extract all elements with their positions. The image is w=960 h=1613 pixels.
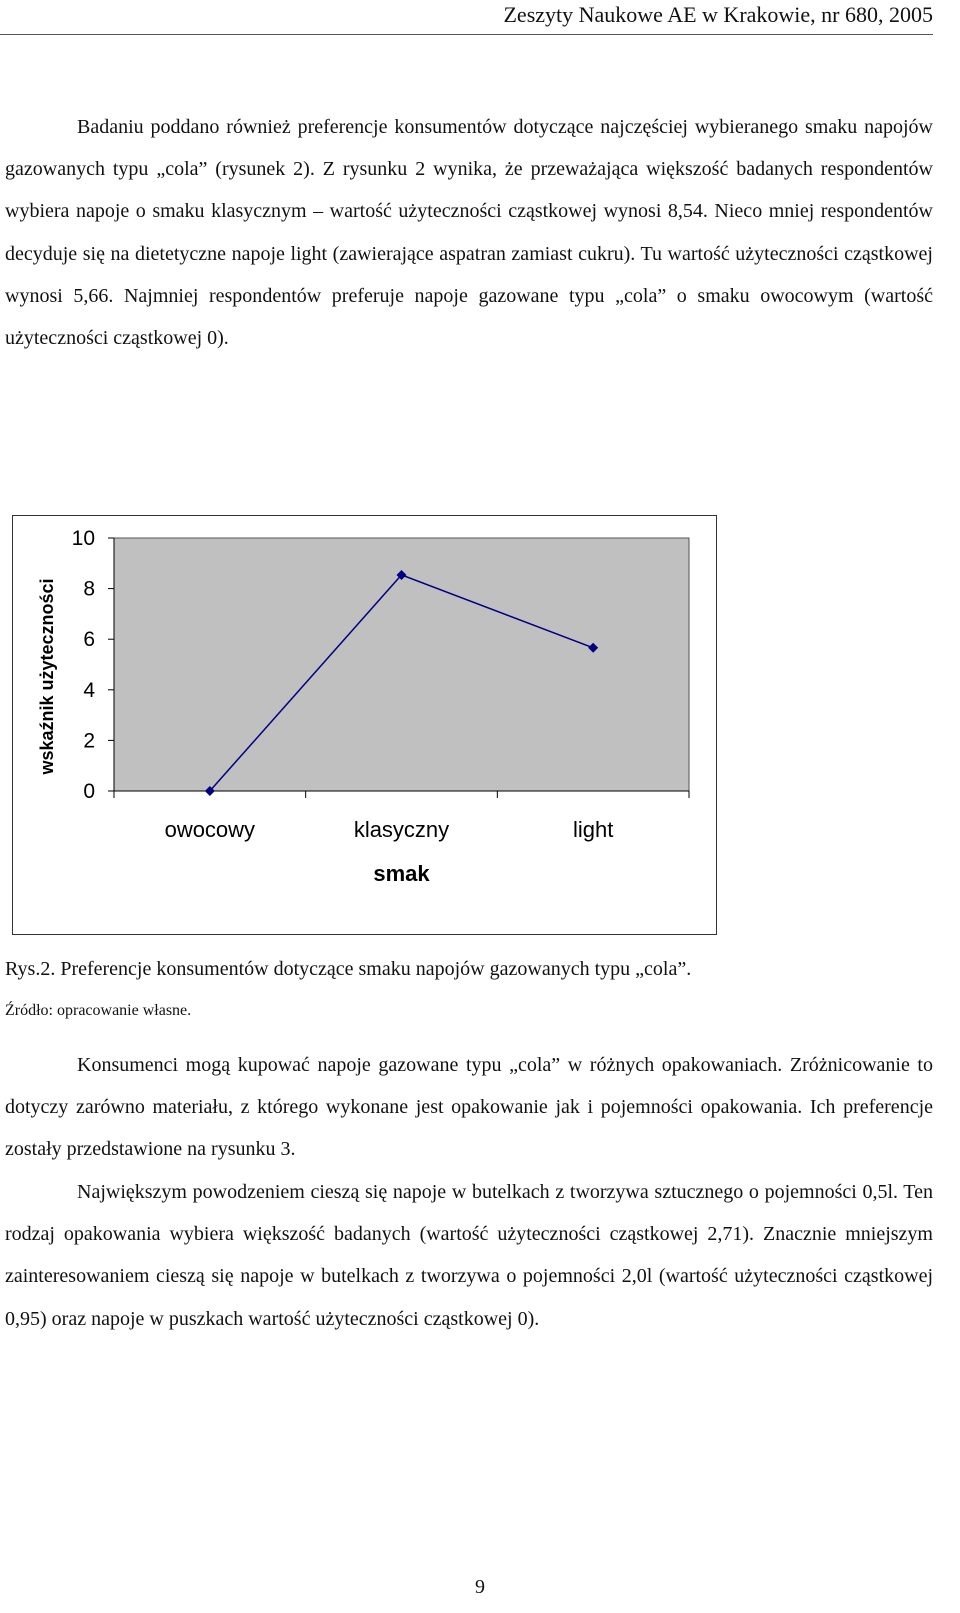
data-point-marker — [588, 642, 599, 653]
figure-caption: Rys.2. Preferencje konsumentów dotyczące… — [5, 958, 692, 980]
paragraph-1: Badaniu poddano również preferencje kons… — [5, 106, 933, 359]
y-tick-label: 8 — [83, 578, 95, 601]
y-tick-label: 2 — [83, 729, 95, 752]
paragraph-3: Największym powodzeniem cieszą się napoj… — [5, 1171, 933, 1340]
y-tick-label: 6 — [83, 628, 95, 651]
y-tick-label: 4 — [83, 679, 95, 702]
paragraph-1-text: Badaniu poddano również preferencje kons… — [5, 116, 933, 350]
chart-svg: 0 2 4 6 8 10 owocowy klasyczny light smak wskaźnik… — [37, 527, 690, 886]
running-header: Zeszyty Naukowe AE w Krakowie, nr 680, 2… — [503, 2, 933, 27]
y-tick-label: 10 — [72, 527, 95, 550]
header-rule — [0, 34, 933, 35]
data-point-marker — [396, 569, 407, 580]
x-category-label: light — [573, 817, 613, 842]
data-point-marker — [204, 786, 215, 796]
figure-2-frame: 0 2 4 6 8 10 owocowy klasyczny light smak wskaźnik… — [12, 515, 717, 935]
paragraph-3-text: Największym powodzeniem cieszą się napoj… — [5, 1181, 933, 1330]
paragraph-2-text: Konsumenci mogą kupować napoje gazowane … — [5, 1054, 933, 1161]
x-axis-title: smak — [373, 861, 430, 886]
y-axis-title: wskaźnik użyteczności — [37, 578, 57, 775]
paragraph-2: Konsumenci mogą kupować napoje gazowane … — [5, 1044, 933, 1171]
plot-area — [113, 537, 690, 792]
figure-source: Źródło: opracowanie własne. — [5, 1002, 192, 1019]
x-category-label: klasyczny — [354, 817, 449, 842]
page-number: 9 — [475, 1576, 485, 1598]
x-category-label: owocowy — [165, 817, 255, 842]
y-tick-label: 0 — [83, 780, 95, 803]
